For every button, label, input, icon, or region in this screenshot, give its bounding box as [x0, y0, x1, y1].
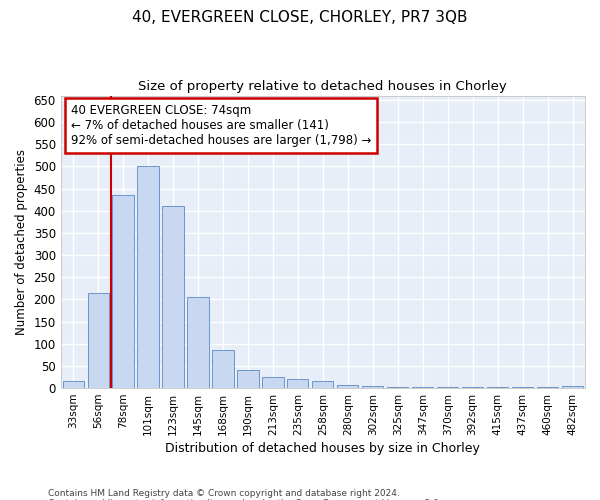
Bar: [187, 297, 209, 388]
Bar: [163, 206, 184, 388]
Bar: [62, 382, 84, 388]
Bar: [387, 387, 409, 388]
Bar: [287, 379, 308, 388]
Bar: [262, 377, 284, 388]
Bar: [512, 387, 533, 388]
Bar: [238, 370, 259, 388]
Text: 40 EVERGREEN CLOSE: 74sqm
← 7% of detached houses are smaller (141)
92% of semi-: 40 EVERGREEN CLOSE: 74sqm ← 7% of detach…: [71, 104, 371, 148]
Bar: [362, 386, 383, 388]
Y-axis label: Number of detached properties: Number of detached properties: [15, 149, 28, 335]
Bar: [562, 386, 583, 388]
X-axis label: Distribution of detached houses by size in Chorley: Distribution of detached houses by size …: [166, 442, 480, 455]
Bar: [88, 293, 109, 388]
Bar: [437, 387, 458, 388]
Text: 40, EVERGREEN CLOSE, CHORLEY, PR7 3QB: 40, EVERGREEN CLOSE, CHORLEY, PR7 3QB: [132, 10, 468, 25]
Bar: [537, 387, 558, 388]
Text: Contains public sector information licensed under the Open Government Licence v3: Contains public sector information licen…: [48, 498, 442, 500]
Bar: [312, 382, 334, 388]
Bar: [462, 387, 483, 388]
Bar: [212, 350, 233, 388]
Bar: [337, 384, 358, 388]
Bar: [137, 166, 158, 388]
Bar: [412, 387, 433, 388]
Bar: [487, 387, 508, 388]
Title: Size of property relative to detached houses in Chorley: Size of property relative to detached ho…: [139, 80, 507, 93]
Bar: [112, 196, 134, 388]
Text: Contains HM Land Registry data © Crown copyright and database right 2024.: Contains HM Land Registry data © Crown c…: [48, 488, 400, 498]
